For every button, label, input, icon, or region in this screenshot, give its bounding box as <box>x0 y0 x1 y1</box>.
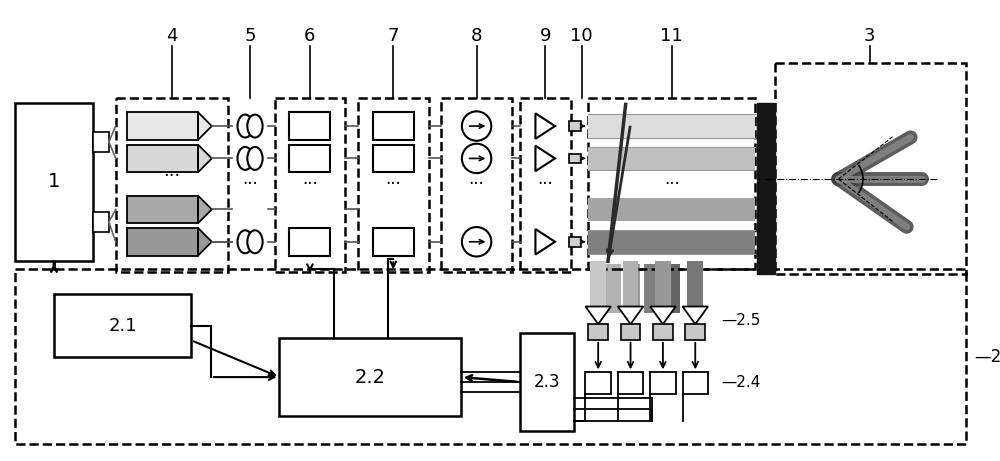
Bar <box>625 264 640 313</box>
Text: ···: ··· <box>385 175 401 193</box>
Text: ···: ··· <box>242 175 258 193</box>
Polygon shape <box>535 229 555 254</box>
Bar <box>275 98 345 272</box>
Ellipse shape <box>238 115 253 137</box>
Bar <box>289 112 330 140</box>
Bar <box>15 269 966 444</box>
Bar <box>15 102 93 261</box>
Bar <box>775 63 966 274</box>
Bar <box>54 294 191 357</box>
Circle shape <box>462 144 491 173</box>
Ellipse shape <box>247 230 263 253</box>
Bar <box>289 228 330 255</box>
Bar <box>644 264 660 313</box>
Text: 6: 6 <box>304 27 316 45</box>
Bar <box>127 195 198 223</box>
Text: 9: 9 <box>539 27 551 45</box>
Bar <box>588 324 608 340</box>
Bar <box>621 324 640 340</box>
Text: 11: 11 <box>660 27 683 45</box>
Bar <box>358 98 429 272</box>
Text: 1: 1 <box>48 172 60 191</box>
Ellipse shape <box>247 147 263 170</box>
Text: 5: 5 <box>244 27 256 45</box>
Text: ···: ··· <box>664 175 680 193</box>
Text: 2.3: 2.3 <box>533 373 560 391</box>
Text: 7: 7 <box>387 27 399 45</box>
Polygon shape <box>650 307 676 324</box>
Circle shape <box>462 227 491 256</box>
Bar <box>623 261 638 307</box>
Polygon shape <box>198 228 212 255</box>
Bar <box>588 230 755 254</box>
Bar <box>373 112 414 140</box>
Polygon shape <box>535 113 555 139</box>
Polygon shape <box>683 307 708 324</box>
Bar <box>685 324 705 340</box>
Bar <box>605 264 621 313</box>
Bar <box>93 132 109 152</box>
Bar <box>127 112 198 140</box>
Bar <box>588 198 755 221</box>
Bar <box>520 98 571 272</box>
Text: —2.5: —2.5 <box>721 313 760 328</box>
Bar <box>441 98 512 272</box>
Bar <box>279 338 461 416</box>
Bar <box>373 145 414 172</box>
Bar <box>520 333 574 431</box>
Bar <box>127 228 198 255</box>
Bar <box>569 237 581 247</box>
Bar <box>93 213 109 232</box>
Bar <box>127 145 198 172</box>
Circle shape <box>462 112 491 141</box>
Polygon shape <box>198 145 212 172</box>
Polygon shape <box>585 307 611 324</box>
Bar <box>653 324 673 340</box>
Bar <box>687 261 703 307</box>
Text: 2.2: 2.2 <box>355 367 386 387</box>
Ellipse shape <box>238 147 253 170</box>
Text: ···: ··· <box>537 175 553 193</box>
Bar <box>569 121 581 131</box>
Bar <box>116 98 228 272</box>
Polygon shape <box>618 307 643 324</box>
Text: 10: 10 <box>570 27 593 45</box>
Ellipse shape <box>238 230 253 253</box>
Text: —2: —2 <box>974 348 1000 366</box>
Text: 4: 4 <box>166 27 177 45</box>
Polygon shape <box>198 195 212 223</box>
Bar <box>289 145 330 172</box>
Bar <box>585 372 611 394</box>
Bar <box>373 228 414 255</box>
Text: 2.1: 2.1 <box>108 317 137 335</box>
Bar <box>588 98 755 269</box>
Bar <box>655 261 671 307</box>
Bar <box>650 372 676 394</box>
Bar <box>757 102 775 274</box>
Polygon shape <box>535 146 555 171</box>
Polygon shape <box>198 112 212 140</box>
Ellipse shape <box>247 115 263 137</box>
Bar <box>664 264 680 313</box>
Bar <box>683 372 708 394</box>
Bar <box>569 154 581 163</box>
Bar <box>618 372 643 394</box>
Text: —2.4: —2.4 <box>721 376 760 390</box>
Text: 3: 3 <box>864 27 876 45</box>
Text: ···: ··· <box>469 175 484 193</box>
Text: ···: ··· <box>163 167 180 185</box>
Bar <box>588 114 755 138</box>
Bar <box>590 261 606 307</box>
Text: 8: 8 <box>471 27 482 45</box>
Text: ···: ··· <box>302 175 318 193</box>
Bar <box>588 147 755 170</box>
